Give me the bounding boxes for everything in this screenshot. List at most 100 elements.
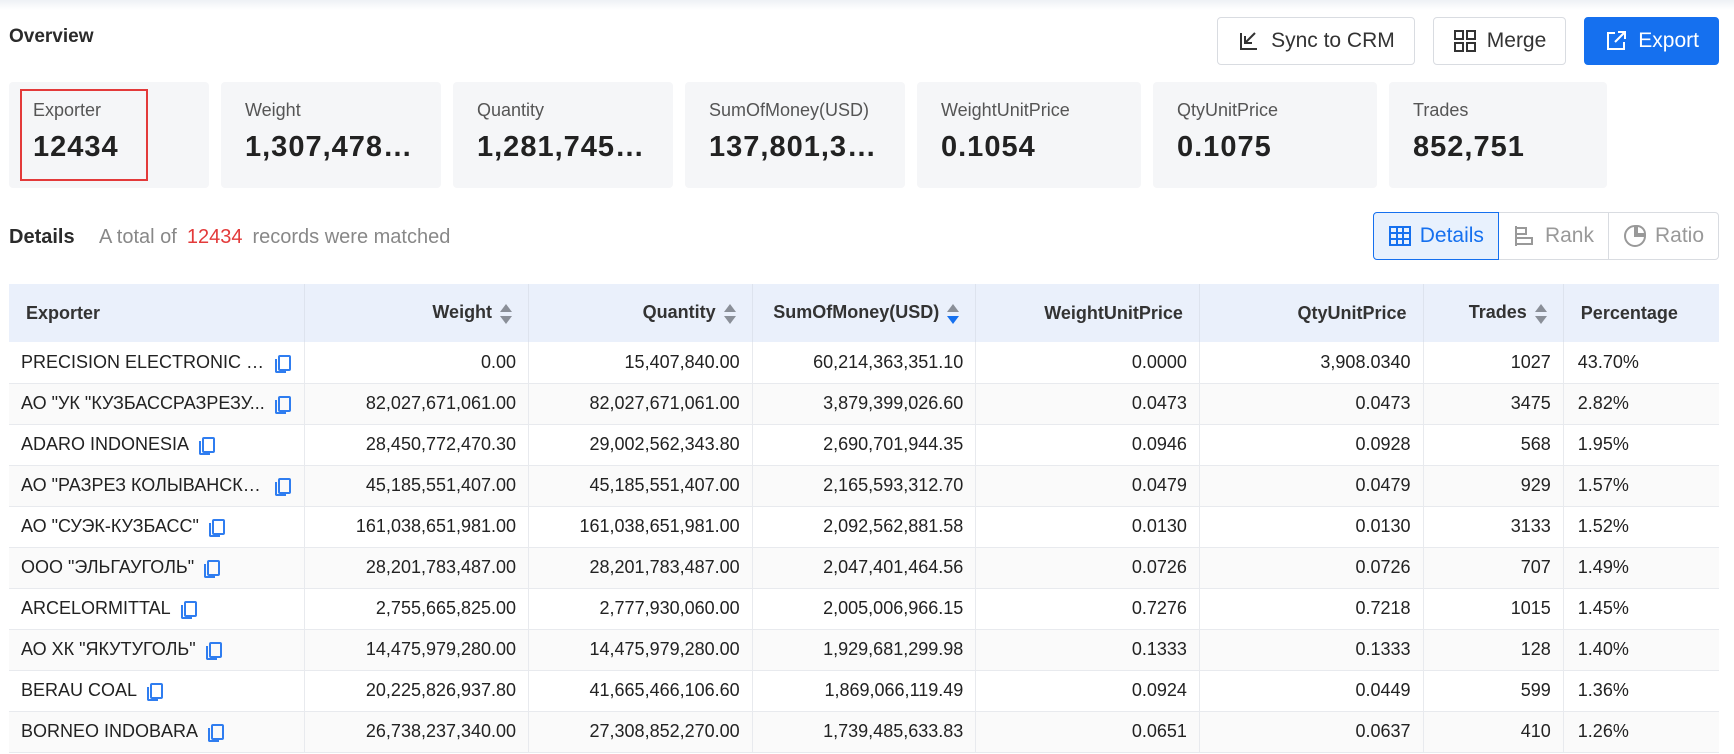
quantity-cell: 41,665,466,106.60 <box>528 670 753 712</box>
card-value: 852,751 <box>1413 131 1525 163</box>
tab-rank[interactable]: Rank <box>1497 212 1609 260</box>
view-switcher: Details Rank Ratio <box>1372 212 1719 260</box>
weight-cell: 28,201,783,487.00 <box>304 547 530 589</box>
trades-cell: 599 <box>1423 670 1564 712</box>
table-row: BORNEO INDOBARA 26,738,237,340.00 27,308,8… <box>9 711 1719 753</box>
copy-icon[interactable] <box>275 477 291 496</box>
quantity-cell: 45,185,551,407.00 <box>528 465 753 507</box>
copy-icon[interactable] <box>147 682 164 701</box>
sumofmoney-cell: 60,214,363,351.10 <box>752 342 977 384</box>
percentage-cell: 1.36% <box>1563 670 1719 712</box>
record-count: 12434 <box>186 226 243 248</box>
copy-icon[interactable] <box>199 436 216 455</box>
percentage-cell: 1.57% <box>1563 465 1719 507</box>
exporter-name-link[interactable]: АО "СУЭК-КУЗБАСС" <box>21 516 199 537</box>
copy-icon[interactable] <box>208 518 225 537</box>
copy-icon[interactable] <box>208 723 225 742</box>
exporter-name-link[interactable]: ARCELORMITTAL <box>21 598 171 619</box>
selected-highlight <box>20 89 148 181</box>
quantity-cell: 82,027,671,061.00 <box>528 383 753 425</box>
sumofmoney-cell: 1,739,485,633.83 <box>752 711 977 753</box>
exporter-name-link[interactable]: ООО "ЭЛЬГАУГОЛЬ" <box>21 557 195 578</box>
exporter-cell: ООО "ЭЛЬГАУГОЛЬ" <box>9 547 306 589</box>
sync-to-crm-button[interactable]: Sync to CRM <box>1217 17 1415 65</box>
exporter-name-link[interactable]: PRECISION ELECTRONIC CO... <box>21 352 265 373</box>
quantity-cell: 28,201,783,487.00 <box>528 547 753 589</box>
col-weight[interactable]: Weight <box>304 284 530 342</box>
sumofmoney-cell: 1,929,681,299.98 <box>752 629 977 671</box>
percentage-cell: 1.95% <box>1563 424 1719 466</box>
card-label: Quantity <box>477 100 545 120</box>
copy-icon[interactable] <box>274 395 291 414</box>
sumofmoney-cell: 2,165,593,312.70 <box>752 465 977 507</box>
card-weight[interactable]: Weight 1,307,478,8... <box>221 82 441 188</box>
col-percentage: Percentage <box>1563 284 1719 342</box>
sumofmoney-cell: 2,092,562,881.58 <box>752 506 977 548</box>
exporter-name-link[interactable]: ADARO INDONESIA <box>21 434 190 455</box>
sort-icon[interactable] <box>1534 303 1547 324</box>
merge-icon <box>1453 30 1476 52</box>
table-icon <box>1388 226 1411 246</box>
table-row: ООО "ЭЛЬГАУГОЛЬ" 28,201,783,487.00 28,201,… <box>9 547 1719 589</box>
exporter-name-link[interactable]: BORNEO INDOBARA <box>21 721 199 742</box>
tab-details[interactable]: Details <box>1372 212 1499 260</box>
col-trades-label: Trades <box>1468 302 1527 323</box>
merge-button[interactable]: Merge <box>1432 17 1567 65</box>
col-qtyunitprice: QtyUnitPrice <box>1199 284 1424 342</box>
sync-label: Sync to CRM <box>1271 29 1395 52</box>
tab-ratio[interactable]: Ratio <box>1607 212 1719 260</box>
quantity-cell: 27,308,852,270.00 <box>528 711 753 753</box>
weight-cell: 14,475,979,280.00 <box>304 629 530 671</box>
col-quantity-label: Quantity <box>642 302 716 323</box>
card-weightunitprice[interactable]: WeightUnitPrice 0.1054 <box>917 82 1141 188</box>
copy-icon[interactable] <box>205 641 222 660</box>
col-weight-label: Weight <box>432 302 493 323</box>
exporter-cell: BORNEO INDOBARA <box>9 711 306 753</box>
sumofmoney-cell: 2,690,701,944.35 <box>752 424 977 466</box>
exporter-name-link[interactable]: АО ХК "ЯКУТУГОЛЬ" <box>21 639 196 660</box>
trades-cell: 1015 <box>1423 588 1564 630</box>
col-exporter[interactable]: Exporter <box>9 284 306 342</box>
exporter-cell: АО "СУЭК-КУЗБАСС" <box>9 506 306 548</box>
card-exporter[interactable]: Exporter 12434 <box>9 82 209 188</box>
weightunitprice-cell: 0.0479 <box>975 465 1200 507</box>
rank-bar-icon <box>1514 226 1533 246</box>
copy-icon[interactable] <box>204 559 221 578</box>
details-bar: Details A total of 12434 records were matc… <box>9 212 1719 262</box>
col-trades[interactable]: Trades <box>1423 284 1564 342</box>
card-label: Exporter <box>33 100 102 120</box>
quantity-cell: 14,475,979,280.00 <box>528 629 753 671</box>
col-exporter-label: Exporter <box>26 302 101 323</box>
weight-cell: 161,038,651,981.00 <box>304 506 530 548</box>
exporter-name-link[interactable]: АО "РАЗРЕЗ КОЛЫВАНСКИ... <box>21 475 265 496</box>
col-quantity[interactable]: Quantity <box>528 284 753 342</box>
trades-cell: 1027 <box>1423 342 1564 384</box>
percentage-cell: 1.45% <box>1563 588 1719 630</box>
percentage-cell: 43.70% <box>1563 342 1719 384</box>
copy-icon[interactable] <box>180 600 197 619</box>
col-sumofmoney[interactable]: SumOfMoney(USD) <box>752 284 977 342</box>
sort-icon[interactable] <box>723 303 736 324</box>
card-value: 0.1054 <box>941 131 1036 163</box>
card-qtyunitprice[interactable]: QtyUnitPrice 0.1075 <box>1153 82 1377 188</box>
exporter-name-link[interactable]: BERAU COAL <box>21 680 138 701</box>
card-value: 0.1075 <box>1177 131 1272 163</box>
table-row: АО "РАЗРЕЗ КОЛЫВАНСКИ... 45,185,551,407.0… <box>9 465 1719 507</box>
copy-icon[interactable] <box>275 354 291 373</box>
export-label: Export <box>1638 29 1699 52</box>
weight-cell: 82,027,671,061.00 <box>304 383 530 425</box>
exporter-cell: АО "УК "КУЗБАССРАЗРЕЗУ... <box>9 383 306 425</box>
trades-cell: 3133 <box>1423 506 1564 548</box>
card-sumofmoney[interactable]: SumOfMoney(USD) 137,801,316... <box>685 82 905 188</box>
card-value: 1,281,745,2... <box>477 131 669 163</box>
toolbar: Sync to CRM Merge Export <box>1217 17 1719 65</box>
table-body: PRECISION ELECTRONIC CO... 0.00 15,407,840… <box>9 342 1719 753</box>
sumofmoney-cell: 1,869,066,119.49 <box>752 670 977 712</box>
card-trades[interactable]: Trades 852,751 <box>1389 82 1607 188</box>
sort-desc-icon[interactable] <box>947 303 960 324</box>
sort-icon[interactable] <box>500 303 513 324</box>
export-button[interactable]: Export <box>1584 17 1719 65</box>
exporter-name-link[interactable]: АО "УК "КУЗБАССРАЗРЕЗУ... <box>21 393 265 414</box>
card-quantity[interactable]: Quantity 1,281,745,2... <box>453 82 673 188</box>
exporter-cell: АО ХК "ЯКУТУГОЛЬ" <box>9 629 306 671</box>
